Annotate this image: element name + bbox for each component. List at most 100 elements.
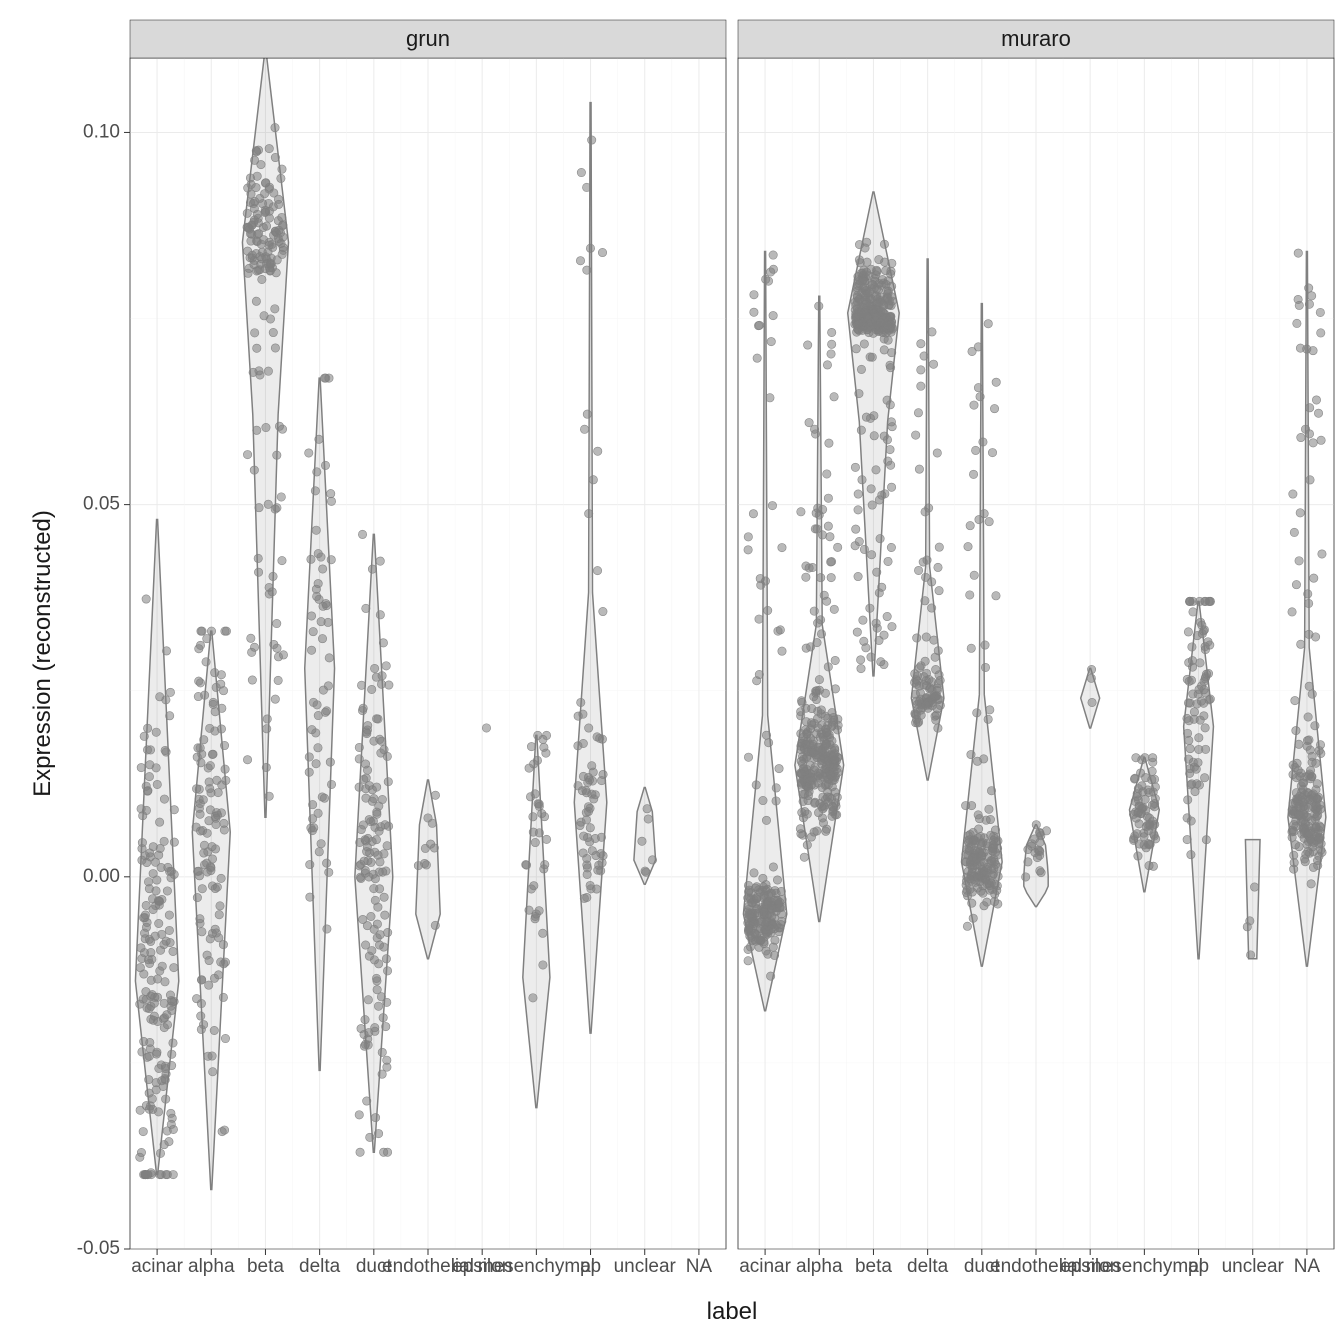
point [988,865,996,873]
point [367,912,375,920]
x-tick-label: delta [907,1256,949,1277]
point [535,800,543,808]
point [596,734,604,742]
point [137,944,145,952]
point [863,314,871,322]
point [540,743,548,751]
point [382,662,390,670]
point [805,787,813,795]
point [218,781,226,789]
point [876,318,884,326]
point [527,742,535,750]
point [315,595,323,603]
point [366,1133,374,1141]
point [265,583,273,591]
point [811,430,819,438]
point [170,838,178,846]
x-tick-label: NA [686,1256,713,1277]
point [766,972,774,980]
point [145,1052,153,1060]
point [1295,740,1303,748]
point [753,354,761,362]
point [149,1105,157,1113]
point [584,509,592,517]
point [192,823,200,831]
point [994,872,1002,880]
point [974,343,982,351]
point [887,348,895,356]
point [798,778,806,786]
point [772,889,780,897]
point [374,1129,382,1137]
point [383,998,391,1006]
point [1296,344,1304,352]
point [307,646,315,654]
point [1317,329,1325,337]
point [583,864,591,872]
point [985,517,993,525]
point [1148,801,1156,809]
point [1289,490,1297,498]
point [326,758,334,766]
point [355,755,363,763]
point [1035,846,1043,854]
point [151,932,159,940]
point [426,840,434,848]
point [1313,856,1321,864]
point [817,573,825,581]
point [764,738,772,746]
point [643,805,651,813]
point [414,861,422,869]
y-axis-title: Expression (reconstructed) [29,510,56,797]
point [884,557,892,565]
point [1306,476,1314,484]
point [591,791,599,799]
point [750,308,758,316]
point [315,435,323,443]
point [313,468,321,476]
point [252,147,260,155]
point [255,503,263,511]
point [264,500,272,508]
point [357,1024,365,1032]
point [985,805,993,813]
point [971,846,979,854]
point [212,820,220,828]
point [364,996,372,1004]
point [383,1148,391,1156]
point [1243,923,1251,931]
point [196,810,204,818]
point [862,644,870,652]
point [193,893,201,901]
point [772,784,780,792]
point [274,195,282,203]
point [1310,574,1318,582]
point [574,742,582,750]
point [824,522,832,530]
point [197,1012,205,1020]
point [774,627,782,635]
point [371,1113,379,1121]
point [153,780,161,788]
point [278,165,286,173]
point [1305,630,1313,638]
point [812,509,820,517]
point [981,663,989,671]
point [599,852,607,860]
point [1206,695,1214,703]
point [823,361,831,369]
point [759,874,767,882]
point [262,763,270,771]
point [772,797,780,805]
point [279,221,287,229]
point [206,862,214,870]
point [535,829,543,837]
point [887,543,895,551]
point [811,525,819,533]
point [367,817,375,825]
point [277,174,285,182]
point [1201,745,1209,753]
point [198,928,206,936]
point [751,929,759,937]
point [776,898,784,906]
